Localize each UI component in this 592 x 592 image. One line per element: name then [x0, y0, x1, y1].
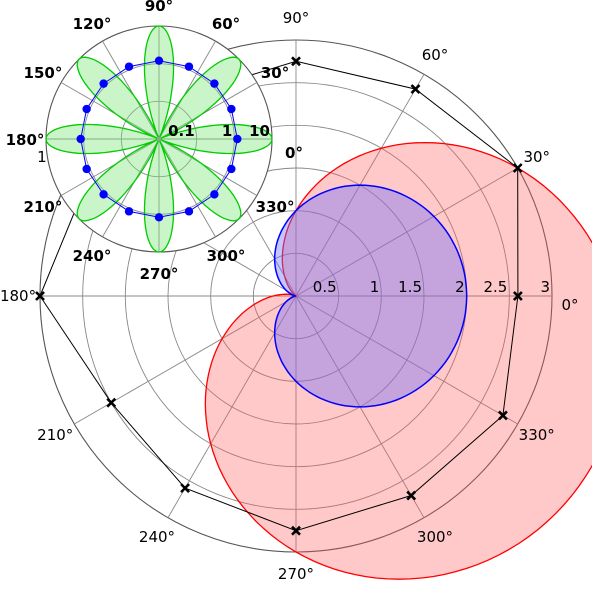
main-angular-tick-label: 270°	[278, 565, 314, 583]
main-radial-tick-label: 1.5	[398, 278, 422, 296]
inset-circle-marker	[76, 134, 85, 144]
inset-circle-marker	[184, 62, 194, 71]
inset-angular-tick-label: 210°	[24, 198, 63, 216]
inset-circle-marker	[124, 207, 134, 216]
main-x-marker	[512, 291, 523, 301]
main-angular-tick-label: 0°	[561, 296, 578, 314]
inset-radial-tick-label: 10	[249, 122, 270, 140]
main-radial-tick-label: 3	[540, 278, 550, 296]
inset-angular-tick-label: 300°	[207, 247, 246, 265]
main-radial-tick-label: 2	[455, 278, 465, 296]
main-series-red-cardioid	[204, 141, 592, 580]
inset-radial-tick-label: 0.1	[168, 122, 195, 140]
main-angular-tick-label: 330°	[519, 426, 555, 444]
inset-angular-gridline	[158, 138, 258, 196]
main-angular-tick-label: 240°	[139, 528, 175, 546]
inset-circle-marker	[210, 190, 219, 199]
inset-angular-gridline	[158, 138, 216, 238]
inset-circle-marker	[99, 79, 108, 88]
inset-angular-gridline	[158, 82, 258, 140]
inset-circle-marker	[154, 56, 164, 65]
inset-angular-tick-label: 150°	[24, 64, 63, 82]
main-angular-gridline	[295, 295, 518, 425]
inset-angular-tick-label: 30°	[261, 64, 289, 82]
main-series-layer	[35, 56, 592, 580]
inset-tick-labels: 0.1 1 10 0° 30° 60° 90° 120° 150° 180° 210° 240° 270…	[6, 0, 303, 283]
main-angular-tick-label: 30°	[523, 148, 550, 166]
inset-angular-gridline	[158, 40, 216, 140]
inset-circle-marker	[82, 104, 91, 114]
inset-circle-marker	[82, 164, 91, 174]
main-radial-tick-label: 0.5	[313, 278, 337, 296]
main-angular-tick-label: 60°	[422, 46, 449, 64]
main-angular-tick-label: 210°	[37, 426, 73, 444]
main-angular-gridline	[295, 167, 518, 297]
inset-angular-tick-label: 90°	[145, 0, 173, 15]
main-angular-tick-label: 180°	[0, 287, 36, 305]
inset-circle-marker	[184, 207, 194, 216]
inset-angular-gridline	[102, 138, 160, 238]
inset-angular-tick-label: 270°	[140, 265, 179, 283]
inset-angular-gridline	[60, 138, 160, 196]
inset-polar-chart: 0.1 1 10 0° 30° 60° 90° 120° 150° 180° 210° 240° 270…	[6, 0, 303, 283]
inset-circle-marker	[99, 190, 108, 199]
main-angular-tick-label: 300°	[417, 528, 453, 546]
inset-circle-marker	[233, 134, 242, 144]
main-x-marker	[410, 84, 421, 94]
inset-angular-gridline	[60, 82, 160, 140]
inset-circle-marker	[124, 62, 134, 71]
inset-angular-tick-label: 60°	[212, 15, 240, 33]
main-radial-tick-label: 1	[370, 278, 380, 296]
main-x-marker	[512, 163, 523, 173]
inset-angular-gridline	[102, 40, 160, 140]
inset-angular-tick-label: 180°	[6, 131, 45, 149]
inset-angular-tick-label: 0°	[285, 144, 303, 162]
main-x-marker	[106, 397, 117, 408]
main-radial-tick-label: 2.5	[483, 278, 507, 296]
inset-angular-tick-label: 120°	[73, 15, 112, 33]
main-x-marker	[498, 410, 508, 421]
main-series-blue-cardioid	[273, 184, 468, 408]
inset-angular-tick-label: 240°	[73, 247, 112, 265]
inset-radial-tick-label: 1	[222, 122, 232, 140]
inset-circle-marker	[154, 213, 164, 222]
main-x-marker	[180, 483, 190, 494]
main-x-marker	[35, 291, 45, 301]
main-x-marker	[291, 525, 301, 536]
inset-series-layer	[45, 25, 273, 253]
main-x-marker	[406, 490, 417, 501]
inset-angular-tick-label: 330°	[256, 198, 295, 216]
inset-circle-marker	[227, 164, 236, 174]
inset-circle-marker	[210, 79, 219, 88]
main-angular-tick-label: 90°	[283, 9, 310, 27]
main-x-marker	[291, 56, 301, 67]
inset-circle-marker	[227, 104, 236, 114]
